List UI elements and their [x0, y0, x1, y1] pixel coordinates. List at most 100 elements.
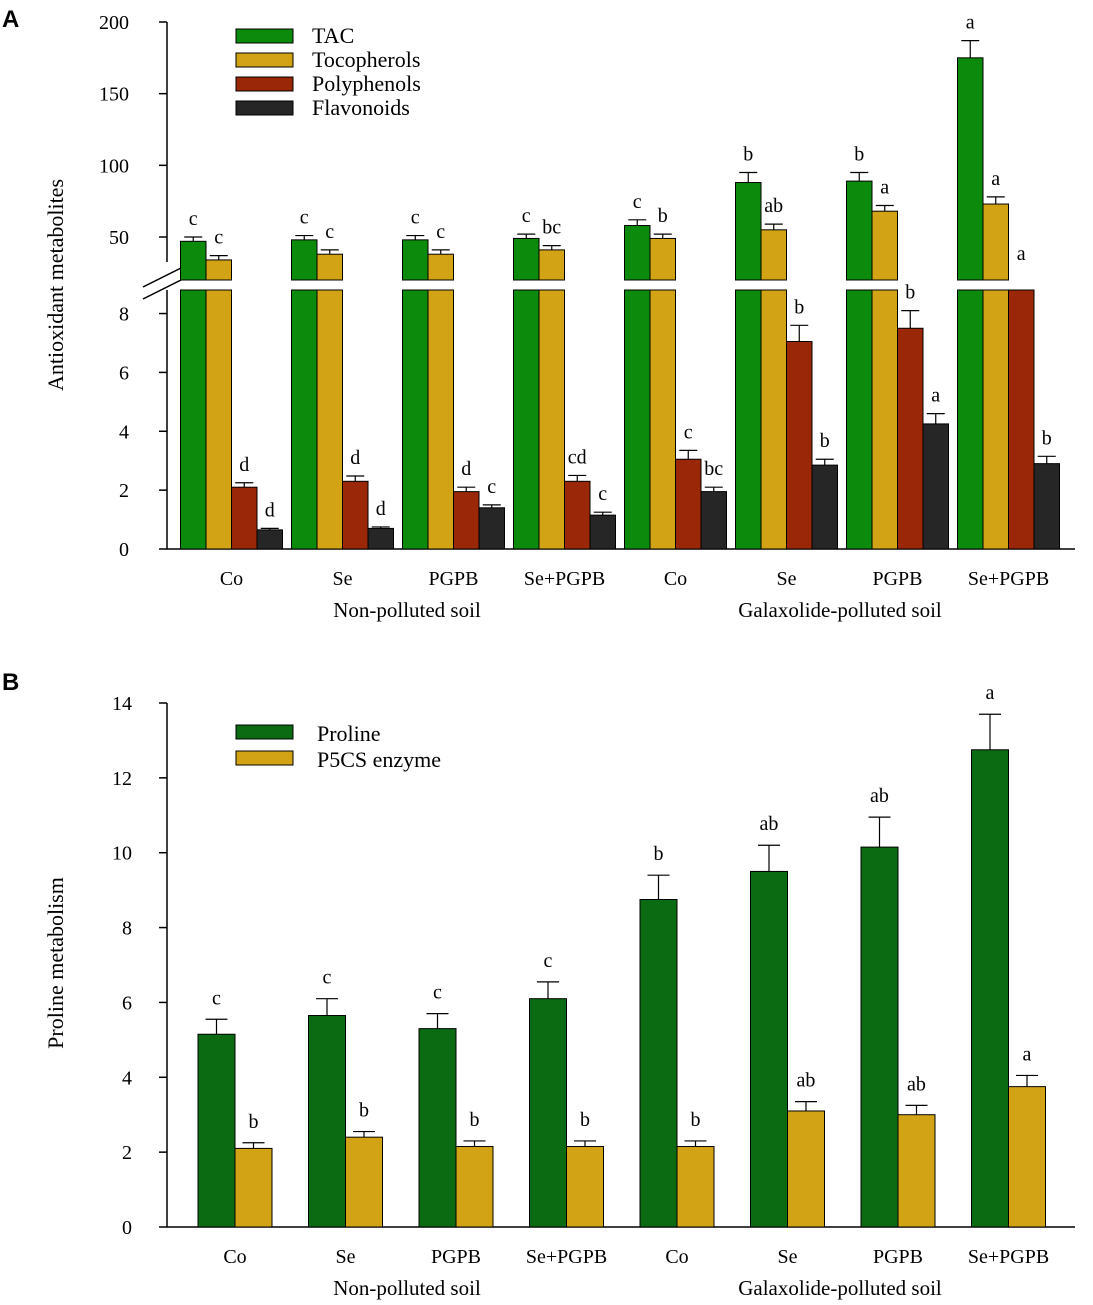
legend-swatch-proline	[235, 724, 294, 740]
bar-tac	[513, 237, 540, 281]
significance-letter: c	[436, 221, 445, 243]
x-tick-label: PGPB	[431, 1246, 481, 1268]
bar-flavonoids	[589, 514, 616, 550]
y-tick-label: 14	[112, 693, 132, 715]
significance-letter: a	[1023, 1043, 1032, 1065]
bar-tac	[735, 182, 762, 281]
significance-letter: c	[684, 421, 693, 443]
y-tick-label: 2	[119, 480, 129, 502]
bar-tocopherols-lower	[427, 289, 454, 550]
significance-letter: c	[189, 208, 198, 230]
significance-letter: a	[966, 12, 975, 34]
bar-proline	[418, 1028, 457, 1228]
group-label: Non-polluted soil	[333, 1276, 481, 1300]
y-tick-label: 6	[122, 992, 132, 1014]
significance-letter: c	[544, 950, 553, 972]
x-tick-label: Se+PGPB	[524, 568, 605, 590]
bar-polyphenols	[342, 480, 369, 550]
significance-letter: d	[265, 499, 275, 521]
bar-flavonoids	[256, 529, 283, 550]
significance-letter: a	[931, 385, 940, 407]
bar-polyphenols	[675, 458, 702, 550]
bar-polyphenols	[897, 327, 924, 550]
chart-panel-a: 0 2 4 6 8 50 100 150 200 Antioxidant metabolites c…	[43, 12, 1075, 622]
significance-letter: c	[300, 207, 309, 229]
group-label: Galaxolide-polluted soil	[738, 598, 942, 622]
significance-letter: b	[794, 296, 804, 318]
bar-tac-lower	[291, 289, 318, 550]
y-tick-label: 8	[119, 304, 129, 326]
bar-polyphenols	[786, 341, 813, 550]
legend-label: Flavonoids	[312, 95, 410, 120]
significance-letter: b	[470, 1109, 480, 1131]
x-tick-label: Co	[664, 568, 687, 590]
bar-tocopherols	[205, 259, 232, 281]
significance-letter: ab	[760, 813, 779, 835]
significance-letter: c	[323, 967, 332, 989]
x-tick-label: Se	[778, 1246, 798, 1268]
y-tick-label: 0	[122, 1217, 132, 1239]
significance-letter: b	[820, 430, 830, 452]
significance-letter: b	[691, 1109, 701, 1131]
bar-tac-lower	[402, 289, 429, 550]
y-tick-label: 50	[109, 227, 129, 249]
bar-p5cs-enzyme	[234, 1147, 273, 1228]
bar-p5cs-enzyme	[1008, 1086, 1046, 1228]
x-tick-label: PGPB	[428, 568, 478, 590]
bar-tocopherols-lower	[871, 289, 898, 550]
y-tick-label: 10	[112, 843, 132, 865]
bar-proline	[750, 870, 788, 1228]
bar-tocopherols-lower	[205, 289, 232, 550]
bar-tocopherols	[538, 249, 565, 281]
significance-letter: c	[598, 483, 607, 505]
legend-swatch-polyphenols	[235, 76, 294, 92]
bar-flavonoids	[700, 491, 727, 550]
significance-letter: c	[325, 221, 334, 243]
significance-letter: bc	[704, 458, 723, 480]
bar-proline	[308, 1015, 346, 1228]
x-tick-label: Se	[333, 568, 353, 590]
significance-letter: a	[991, 168, 1000, 190]
y-axis-label: Antioxidant metabolites	[43, 179, 68, 391]
bar-p5cs-enzyme	[676, 1146, 715, 1228]
significance-letter: d	[461, 458, 471, 480]
bar-p5cs-enzyme	[897, 1114, 936, 1228]
x-tick-label: PGPB	[872, 568, 922, 590]
bar-tocopherols-lower	[649, 289, 676, 550]
bar-tac-lower	[735, 289, 762, 550]
y-tick-label: 6	[119, 362, 129, 384]
bar-polyphenols	[453, 491, 480, 550]
significance-letter: ab	[870, 785, 889, 807]
bar-tocopherols	[982, 203, 1009, 281]
bar-proline	[860, 846, 899, 1228]
bar-p5cs-enzyme	[566, 1146, 604, 1228]
significance-letter: b	[359, 1100, 369, 1122]
significance-letter: b	[658, 205, 668, 227]
significance-letter: c	[212, 987, 221, 1009]
legend-label: Proline	[317, 721, 381, 746]
significance-letter: a	[986, 682, 995, 704]
x-tick-label: Se+PGPB	[968, 568, 1049, 590]
bar-flavonoids	[367, 527, 394, 550]
group-label: Non-polluted soil	[333, 598, 481, 622]
bar-tac-lower	[624, 289, 651, 550]
y-tick-label: 200	[99, 12, 129, 34]
bar-tac	[402, 239, 429, 281]
bar-tac	[846, 180, 873, 281]
legend-swatch-tac	[235, 28, 294, 44]
significance-letter: b	[854, 144, 864, 166]
x-tick-label: Co	[665, 1246, 688, 1268]
significance-letter: c	[633, 191, 642, 213]
y-tick-label: 100	[99, 155, 129, 177]
significance-letter: b	[743, 144, 753, 166]
panel-label-b: B	[2, 669, 19, 696]
bar-tocopherols	[760, 229, 787, 281]
y-tick-label: 4	[119, 421, 129, 443]
significance-letter: c	[487, 476, 496, 498]
x-tick-label: Se	[336, 1246, 356, 1268]
bar-tocopherols	[427, 253, 454, 281]
bar-tocopherols	[871, 210, 898, 281]
significance-letter: c	[522, 205, 531, 227]
bar-proline	[197, 1033, 236, 1228]
